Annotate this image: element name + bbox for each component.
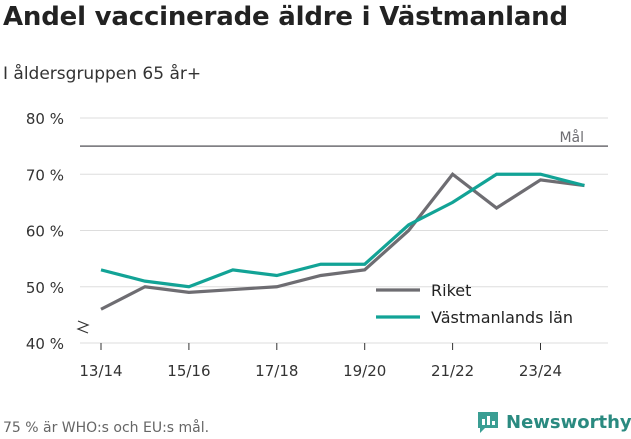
x-tick-label: 19/20	[343, 362, 386, 380]
y-tick-label: 60 %	[26, 223, 64, 241]
x-tick-label: 23/24	[519, 362, 562, 380]
y-tick-label: 70 %	[26, 166, 64, 184]
axis-break-mark	[76, 320, 90, 334]
brand-logo: Newsworthy	[476, 410, 631, 434]
bar-chart-logo-icon	[478, 412, 498, 433]
y-tick-label: 50 %	[26, 279, 64, 297]
chart-subtitle: I åldersgruppen 65 år+	[3, 64, 202, 84]
x-tick-label: 13/14	[79, 362, 122, 380]
target-label: Mål	[559, 129, 584, 146]
series-line-vastmanland	[100, 172, 585, 289]
legend-label: Västmanlands län	[431, 308, 573, 327]
legend: Riket Västmanlands län	[376, 281, 573, 327]
y-axis: 40 % 50 % 60 % 70 % 80 %	[26, 110, 90, 353]
x-tick-label: 21/22	[431, 362, 474, 380]
brand-name: Newsworthy	[506, 411, 631, 433]
x-tick-label: 17/18	[255, 362, 298, 380]
chart-title: Andel vaccinerade äldre i Västmanland	[3, 2, 568, 32]
footnote: 75 % är WHO:s och EU:s mål.	[3, 420, 210, 436]
y-tick-label: 80 %	[26, 110, 64, 128]
x-axis: 13/14 15/16 17/18 19/20 21/22 23/24	[79, 343, 562, 380]
y-tick-label: 40 %	[26, 335, 64, 353]
x-tick-label: 15/16	[167, 362, 210, 380]
series-lines	[100, 172, 585, 311]
legend-label: Riket	[431, 281, 471, 300]
line-chart: 40 % 50 % 60 % 70 % 80 % Mål 13/14 15/16 17/18…	[26, 110, 608, 380]
series-line-riket	[100, 172, 585, 311]
target-line-group: Mål	[80, 129, 608, 147]
